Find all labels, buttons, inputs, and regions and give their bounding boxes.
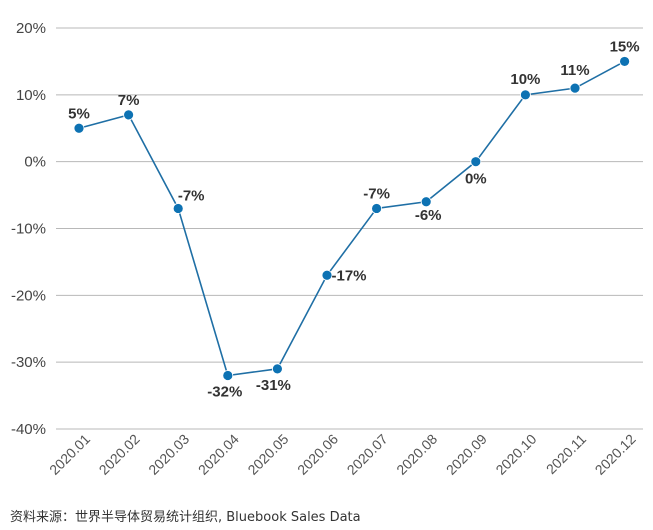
x-tick-label: 2020.07 — [344, 431, 391, 478]
data-point — [520, 89, 531, 101]
x-tick-label: 2020.11 — [543, 431, 590, 478]
data-point — [619, 56, 630, 67]
y-axis-ticks: 20% 10% 0% -10% -20% -30% -40% — [11, 20, 46, 438]
data-point — [420, 196, 432, 208]
x-tick-label: 2020.02 — [96, 431, 143, 478]
y-tick-label: 10% — [16, 87, 46, 104]
data-label: 11% — [560, 62, 589, 79]
source-note: 资料来源：世界半导体贸易统计组织, Bluebook Sales Data — [10, 510, 361, 525]
data-label: -7% — [363, 185, 390, 202]
x-tick-label: 2020.03 — [145, 431, 192, 478]
x-tick-label: 2020.01 — [46, 431, 93, 478]
series — [73, 56, 630, 381]
data-point — [321, 269, 333, 281]
x-tick-label: 2020.12 — [592, 431, 639, 478]
data-point — [172, 203, 184, 214]
data-label: 0% — [465, 171, 487, 188]
data-label: -17% — [331, 267, 366, 284]
data-point — [271, 363, 283, 375]
y-tick-label: 0% — [24, 154, 46, 171]
data-labels: 5% 7% -7% -32% -31% -17% -7% -6% 0% 10% 11% 15% — [68, 38, 639, 400]
data-point — [222, 370, 234, 381]
y-tick-label: -20% — [11, 287, 46, 304]
x-axis-ticks: 2020.01 2020.02 2020.03 2020.04 2020.05 2020.… — [46, 431, 639, 478]
data-point — [470, 156, 482, 168]
data-label: -31% — [256, 377, 291, 394]
data-label: 5% — [68, 105, 90, 122]
data-label: -6% — [415, 207, 442, 224]
data-label: -7% — [178, 187, 205, 204]
data-point — [73, 122, 85, 134]
data-point — [371, 203, 383, 214]
gridlines — [56, 27, 643, 430]
data-label: -32% — [207, 384, 242, 401]
x-tick-label: 2020.10 — [492, 431, 539, 478]
data-label: 15% — [610, 38, 640, 55]
y-tick-label: -10% — [11, 221, 46, 238]
x-tick-label: 2020.04 — [195, 431, 242, 478]
data-label: 10% — [510, 71, 540, 88]
y-tick-label: -30% — [11, 354, 46, 371]
x-tick-label: 2020.05 — [244, 431, 291, 478]
series-line — [78, 60, 625, 377]
data-label: 7% — [118, 92, 140, 109]
x-tick-label: 2020.06 — [294, 431, 341, 478]
x-tick-label: 2020.08 — [393, 431, 440, 478]
x-tick-label: 2020.09 — [443, 431, 490, 478]
y-tick-label: 20% — [16, 20, 46, 37]
data-point — [123, 109, 135, 121]
y-tick-label: -40% — [11, 421, 46, 438]
data-point — [569, 82, 581, 94]
